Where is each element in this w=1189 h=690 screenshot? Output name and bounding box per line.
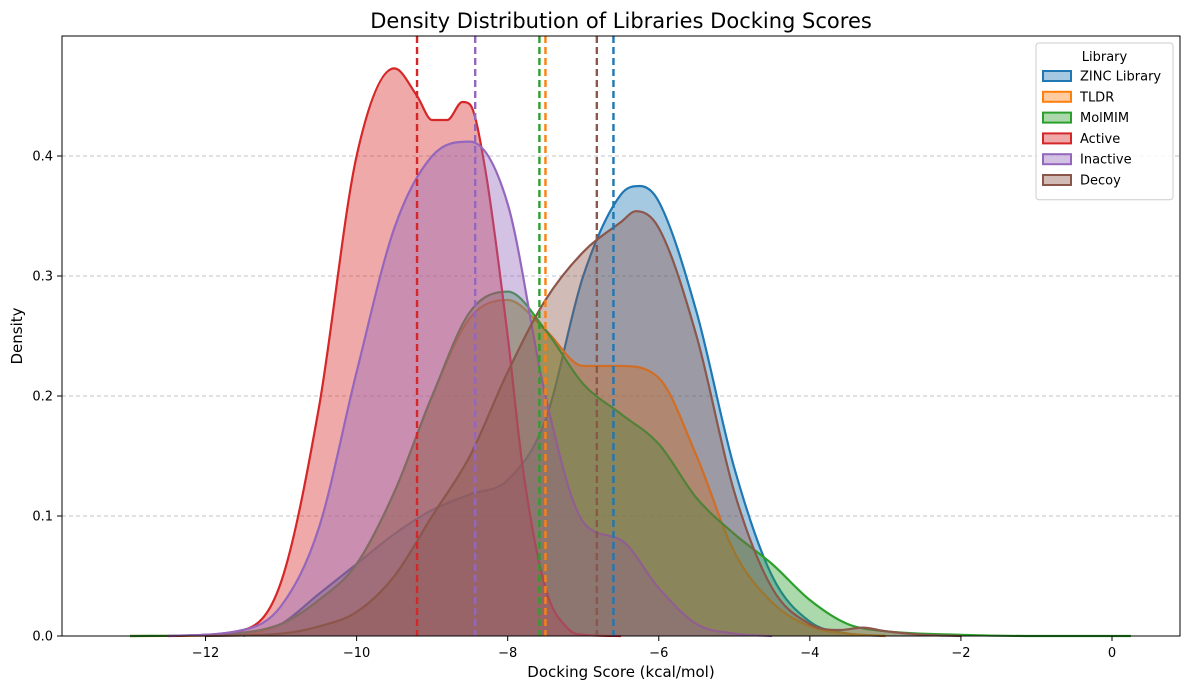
legend-item-inactive: Inactive [1042,153,1132,168]
y-axis-title: Density [8,307,26,364]
density-area-zinc-library [243,186,886,636]
mean-lines-layer [415,36,615,636]
legend: Library ZINC Library TLDR MolMIM Active Inac… [1035,42,1174,201]
density-area-active [167,68,621,636]
legend-label-inactive: Inactive [1080,153,1132,168]
chart-title: Density Distribution of Libraries Dockin… [370,9,872,33]
y-tick-label: 0.3 [32,270,53,285]
legend-swatch-active [1042,132,1072,145]
density-area-inactive [167,141,773,636]
legend-swatch-decoy [1042,174,1072,186]
x-tick-label: −2 [951,646,970,661]
legend-label-decoy: Decoy [1080,174,1121,189]
legend-items: ZINC Library TLDR MolMIM Active Inactive Deco… [1042,70,1161,189]
x-tick-label: −6 [649,646,668,661]
density-area-tldr [129,300,886,636]
density-area-decoy [205,211,961,636]
legend-title: Library [1082,50,1128,65]
plot-frame [61,35,1181,637]
legend-item-tldr: TLDR [1042,90,1114,105]
legend-item-decoy: Decoy [1042,174,1121,189]
legend-item-active: Active [1042,132,1120,147]
x-tick-label: −10 [343,646,370,661]
legend-swatch-tldr [1042,90,1072,103]
x-tick-label: −12 [192,646,219,661]
x-axis-title: Docking Score (kcal/mol) [527,663,714,681]
density-line-zinc-library [242,184,886,638]
legend-label-tldr: TLDR [1079,90,1114,105]
y-tick-label: 0.2 [32,390,53,405]
legend-item-molmim: MolMIM [1042,111,1129,126]
density-area-molmim [129,291,1131,636]
density-line-decoy [205,210,961,638]
x-tick-label: −8 [498,646,517,661]
y-tick-label: 0.1 [32,510,53,525]
x-tick-label: −4 [800,646,819,661]
legend-label-active: Active [1080,132,1120,147]
legend-swatch-zinc-library [1042,70,1072,82]
y-tick-label: 0.4 [32,150,53,165]
axis-layer: −12 −10 −8 −6 −4 −2 0 0.0 0.1 0.2 0.3 0.4 [32,150,1116,662]
y-tick-label: 0.0 [32,630,53,645]
legend-label-molmim: MolMIM [1080,111,1129,126]
legend-label-zinc-library: ZINC Library [1080,70,1161,85]
grid-layer [62,155,1180,517]
density-line-inactive [167,140,773,638]
x-tick-label: 0 [1108,646,1116,661]
series-layer [129,67,1131,638]
legend-swatch-molmim [1042,111,1072,124]
legend-swatch-inactive [1042,153,1072,166]
legend-item-zinc-library: ZINC Library [1042,70,1161,85]
